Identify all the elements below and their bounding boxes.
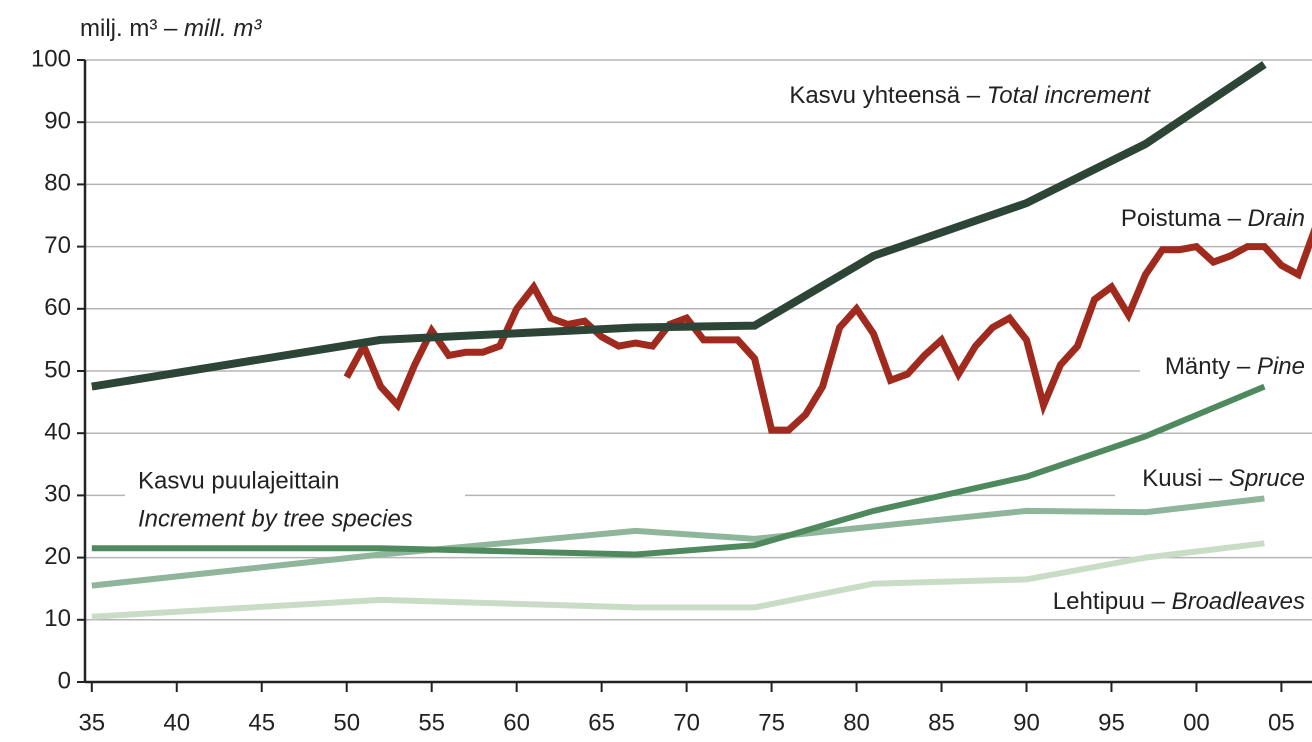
series-label: Kuusi – Spruce: [1142, 465, 1305, 492]
y-tick-label: 50: [44, 356, 71, 383]
x-tick-label: 90: [1013, 709, 1040, 736]
series-label: Lehtipuu – Broadleaves: [1053, 588, 1305, 615]
series-label-en: Broadleaves: [1172, 588, 1305, 615]
y-label-en: mill. m³: [184, 15, 262, 42]
label-background: [1140, 350, 1312, 386]
x-tick-label: 85: [928, 709, 955, 736]
x-tick-label: 95: [1098, 709, 1125, 736]
series-label-en: Pine: [1257, 353, 1305, 380]
y-tick-label: 20: [44, 543, 71, 570]
series-label-en: Total increment: [987, 82, 1152, 109]
y-tick-label: 40: [44, 419, 71, 446]
y-tick-label: 60: [44, 294, 71, 321]
series-line: [343, 227, 1312, 434]
series-label-fi: Kuusi –: [1142, 465, 1223, 492]
y-tick-label: 30: [44, 481, 71, 508]
y-tick-label: 70: [44, 232, 71, 259]
x-tick-label: 40: [163, 709, 190, 736]
series-label-fi: Kasvu yhteensä –: [789, 82, 980, 109]
series-label-fi: Poistuma –: [1121, 205, 1242, 232]
series-line: [91, 540, 1265, 620]
series-label-en: Spruce: [1229, 465, 1305, 492]
annotation: Kasvu puulajeittain: [138, 467, 339, 494]
label-background: [125, 462, 465, 538]
y-tick-label: 10: [44, 605, 71, 632]
series-label: Kasvu yhteensä – Total increment: [789, 82, 1151, 109]
x-tick-label: 80: [843, 709, 870, 736]
label-background: [1115, 462, 1312, 498]
y-label-fi: milj. m³ –: [80, 15, 178, 42]
y-tick-label: 0: [58, 667, 71, 694]
y-tick-label: 90: [44, 108, 71, 135]
series-label-fi: Lehtipuu –: [1053, 588, 1166, 615]
series-label-en: Drain: [1248, 205, 1305, 232]
plot-area: [91, 61, 1312, 620]
series-label: Mänty – Pine: [1165, 353, 1305, 380]
annotation-en: Increment by tree species: [138, 505, 413, 532]
x-tick-label: 55: [418, 709, 445, 736]
y-tick-label: 80: [44, 170, 71, 197]
x-tick-label: 60: [503, 709, 530, 736]
x-tick-label: 75: [758, 709, 785, 736]
x-tick-label: 70: [673, 709, 700, 736]
series-label-fi: Mänty –: [1165, 353, 1251, 380]
x-tick-label: 00: [1183, 709, 1210, 736]
series-line: [91, 61, 1267, 391]
x-tick-label: 05: [1268, 709, 1295, 736]
series-line: [91, 383, 1266, 558]
y-tick-label: 100: [31, 45, 71, 72]
x-tick-label: 50: [333, 709, 360, 736]
x-tick-label: 45: [248, 709, 275, 736]
series-label: Poistuma – Drain: [1121, 205, 1305, 232]
x-tick-label: 35: [78, 709, 105, 736]
x-tick-label: 65: [588, 709, 615, 736]
y-axis-label: milj. m³ – mill. m³: [80, 15, 262, 42]
